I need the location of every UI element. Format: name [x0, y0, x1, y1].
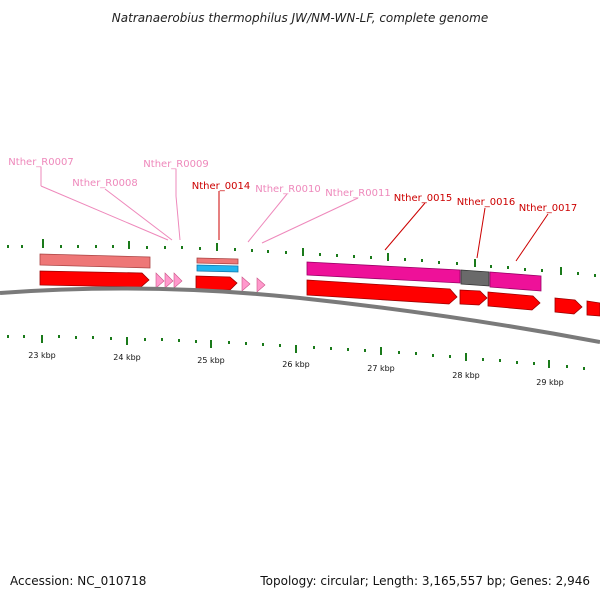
leader-line: [476, 207, 486, 259]
gene-label[interactable]: Nther_R0009: [143, 159, 208, 170]
misc-feature[interactable]: [489, 271, 542, 292]
leader-line: [261, 197, 359, 244]
cds-arrow[interactable]: [554, 297, 583, 315]
accession-label: Accession: NC_010718: [10, 574, 146, 588]
leader-line: [40, 185, 169, 241]
rrna-feature[interactable]: [196, 257, 239, 265]
scale-label: 28 kbp: [452, 371, 480, 380]
trna-feature[interactable]: [196, 264, 239, 273]
cds-arrow[interactable]: [306, 279, 458, 305]
topology-label: Topology: circular; Length: 3,165,557 bp…: [259, 574, 590, 588]
rna-arrow[interactable]: [256, 277, 266, 293]
misc-feature[interactable]: [306, 261, 461, 284]
rna-arrow[interactable]: [173, 272, 183, 289]
rrna-feature[interactable]: [39, 253, 151, 269]
rna-arrow[interactable]: [164, 272, 174, 289]
leader-line: [515, 213, 549, 262]
scale-label: 23 kbp: [28, 351, 56, 360]
leader-line: [247, 193, 288, 243]
cds-arrow[interactable]: [586, 300, 600, 317]
leader-line: [175, 195, 181, 241]
inner-tick-row: [7, 335, 585, 370]
gene-labels: Nther_R0007 Nther_R0008 Nther_R0009 Nthe…: [8, 157, 577, 214]
genome-backbone: [0, 286, 600, 344]
gene-label[interactable]: Nther_R0011: [325, 188, 390, 199]
leader-lines: [40, 167, 549, 262]
gene-label[interactable]: Nther_R0007: [8, 157, 73, 168]
outer-tick-row: [7, 239, 596, 277]
gene-label[interactable]: Nther_0017: [519, 203, 577, 214]
scale-label: 24 kbp: [113, 353, 141, 362]
gene-label[interactable]: Nther_R0008: [72, 178, 137, 189]
rna-arrow[interactable]: [155, 272, 165, 289]
cds-arrow[interactable]: [487, 291, 541, 311]
scale-labels: 23 kbp 24 kbp 25 kbp 26 kbp 27 kbp 28 kb…: [28, 351, 564, 387]
leader-line: [384, 202, 426, 251]
scale-label: 29 kbp: [536, 378, 564, 387]
gene-label[interactable]: Nther_0014: [192, 181, 250, 192]
cds-track: [39, 270, 600, 317]
cds-arrow[interactable]: [459, 289, 488, 306]
upper-feature-track: [39, 253, 542, 292]
leader-line: [104, 188, 173, 241]
cds-arrow[interactable]: [195, 275, 238, 291]
gap-feature[interactable]: [460, 269, 490, 287]
rna-arrow[interactable]: [241, 276, 251, 292]
cds-arrow[interactable]: [39, 270, 150, 288]
gene-label[interactable]: Nther_0015: [394, 193, 452, 204]
gene-label[interactable]: Nther_0016: [457, 197, 515, 208]
gene-label[interactable]: Nther_R0010: [255, 184, 320, 195]
scale-label: 26 kbp: [282, 360, 310, 369]
scale-label: 27 kbp: [367, 364, 395, 373]
genome-title: Natranaerobius thermophilus JW/NM-WN-LF,…: [112, 11, 488, 25]
scale-label: 25 kbp: [197, 356, 225, 365]
